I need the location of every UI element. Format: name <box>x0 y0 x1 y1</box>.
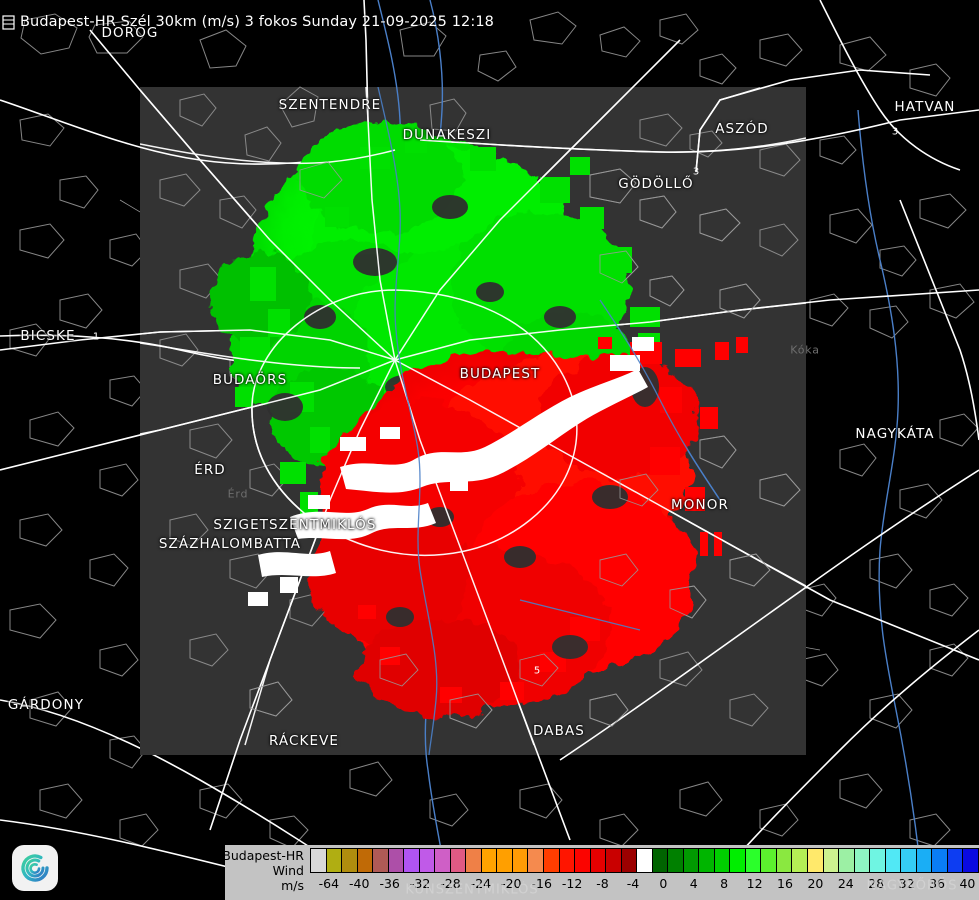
radar-echo-layer <box>140 87 806 755</box>
legend-swatch <box>419 849 436 872</box>
legend-unit-label: m/s <box>281 878 304 893</box>
legend-swatch <box>373 849 389 872</box>
legend-swatch <box>668 849 684 872</box>
legend-swatch <box>854 849 871 872</box>
legend-tick-label: 28 <box>868 876 885 891</box>
legend-swatch <box>528 849 544 872</box>
zero-velocity-band <box>248 337 654 606</box>
legend-swatch <box>311 849 327 872</box>
legend-swatch <box>947 849 964 872</box>
legend-swatch <box>745 849 762 872</box>
legend-tick-label: 36 <box>929 876 945 891</box>
swirl-glyph <box>21 854 49 882</box>
legend-swatch <box>512 849 529 872</box>
legend-swatch <box>714 849 731 872</box>
legend-swatch <box>683 849 700 872</box>
legend-tick-label: 4 <box>689 876 698 891</box>
legend-swatch <box>466 849 482 872</box>
legend-title-block: Budapest-HR Wind m/s <box>222 845 310 893</box>
legend-site-label: Budapest-HR <box>222 848 304 863</box>
legend-swatch <box>621 849 638 872</box>
legend-swatch <box>776 849 793 872</box>
swirl-logo-icon[interactable] <box>12 845 58 891</box>
legend-tick-label: -40 <box>349 876 370 891</box>
legend-swatch <box>808 849 824 872</box>
legend-tick-label: -24 <box>470 876 492 891</box>
legend-swatch <box>761 849 777 872</box>
legend-tick-label: 8 <box>720 876 729 891</box>
legend-swatch <box>450 849 467 872</box>
legend-tick-label: 40 <box>959 876 976 891</box>
legend-swatch <box>839 849 855 872</box>
legend-swatch <box>885 849 902 872</box>
legend-swatch <box>559 849 576 872</box>
legend-swatch <box>870 849 886 872</box>
legend-tick-label: -20 <box>501 876 522 891</box>
legend-swatch <box>963 849 978 872</box>
legend-swatch <box>497 849 513 872</box>
color-scale-legend: Budapest-HR Wind m/s -64 -40 -36 -32 -28 -24-… <box>222 845 979 900</box>
legend-swatch <box>388 849 405 872</box>
legend-swatch <box>590 849 607 872</box>
legend-tick-row: -64 -40 -36 -32 -28 -24 -20 -16 -12 -8 -4 0 4 8 12 16 20… <box>310 874 979 896</box>
legend-swatch <box>404 849 420 872</box>
legend-tick-label: 32 <box>898 876 915 891</box>
legend-swatch <box>823 849 840 872</box>
legend-swatch <box>326 849 343 872</box>
legend-swatch <box>435 849 451 872</box>
legend-tick-label: 16 <box>777 876 793 891</box>
legend-tick-label: -32 <box>409 876 431 891</box>
legend-swatch <box>357 849 374 872</box>
legend-tick-label: -16 <box>531 876 552 891</box>
legend-swatch <box>543 849 560 872</box>
legend-tick-label: 0 <box>659 876 668 891</box>
legend-swatch <box>916 849 933 872</box>
legend-tick-label: -8 <box>596 876 609 891</box>
legend-scale[interactable]: -64 -40 -36 -32 -28 -24 -20 -16 -12 -8 -4 0 4 8 12 16 20… <box>310 845 979 900</box>
legend-swatch <box>481 849 498 872</box>
legend-swatch <box>606 849 622 872</box>
legend-swatch <box>730 849 746 872</box>
legend-swatch <box>901 849 917 872</box>
legend-swatch-row <box>310 848 979 873</box>
legend-tick-label: -12 <box>561 876 583 891</box>
legend-swatch <box>652 849 669 872</box>
legend-tick-label: 20 <box>807 876 824 891</box>
legend-tick-label: -36 <box>379 876 400 891</box>
legend-tick-label: 12 <box>746 876 763 891</box>
legend-swatch <box>637 849 653 872</box>
legend-tick-label: -64 <box>318 876 340 891</box>
legend-swatch <box>699 849 715 872</box>
legend-swatch <box>932 849 948 872</box>
legend-tick-label: -28 <box>440 876 461 891</box>
legend-swatch <box>792 849 808 872</box>
velocity-field <box>210 122 748 717</box>
legend-quantity-label: Wind <box>272 863 304 878</box>
legend-tick-label: -4 <box>626 876 640 891</box>
legend-swatch <box>342 849 358 872</box>
legend-tick-label: 24 <box>837 876 854 891</box>
legend-swatch <box>575 849 591 872</box>
